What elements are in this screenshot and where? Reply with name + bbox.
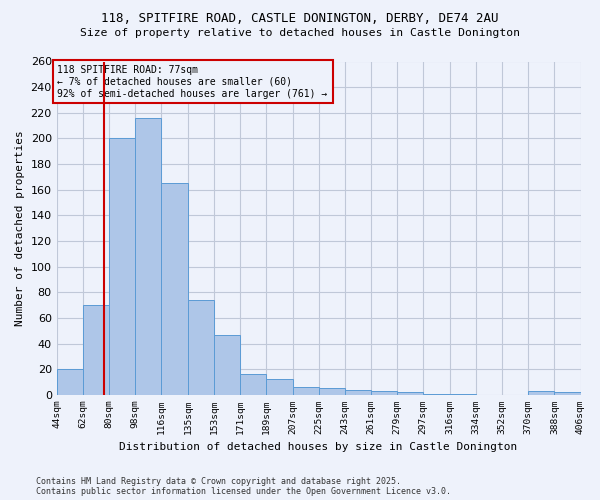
Text: Size of property relative to detached houses in Castle Donington: Size of property relative to detached ho… <box>80 28 520 38</box>
Y-axis label: Number of detached properties: Number of detached properties <box>15 130 25 326</box>
Bar <box>371 391 397 395</box>
Bar <box>397 392 423 395</box>
Bar <box>554 392 581 395</box>
Bar <box>450 394 476 395</box>
Bar <box>529 391 554 395</box>
Bar <box>109 138 135 395</box>
Text: Contains HM Land Registry data © Crown copyright and database right 2025.
Contai: Contains HM Land Registry data © Crown c… <box>36 476 451 496</box>
Bar <box>188 300 214 395</box>
Bar <box>83 305 109 395</box>
Text: 118 SPITFIRE ROAD: 77sqm
← 7% of detached houses are smaller (60)
92% of semi-de: 118 SPITFIRE ROAD: 77sqm ← 7% of detache… <box>58 66 328 98</box>
Bar <box>423 394 450 395</box>
Bar <box>56 369 83 395</box>
Text: 118, SPITFIRE ROAD, CASTLE DONINGTON, DERBY, DE74 2AU: 118, SPITFIRE ROAD, CASTLE DONINGTON, DE… <box>101 12 499 26</box>
Bar <box>161 184 188 395</box>
Bar <box>214 334 241 395</box>
Bar <box>293 387 319 395</box>
Bar <box>241 374 266 395</box>
Bar <box>266 380 293 395</box>
Bar <box>344 390 371 395</box>
X-axis label: Distribution of detached houses by size in Castle Donington: Distribution of detached houses by size … <box>119 442 518 452</box>
Bar <box>135 118 161 395</box>
Bar <box>319 388 344 395</box>
